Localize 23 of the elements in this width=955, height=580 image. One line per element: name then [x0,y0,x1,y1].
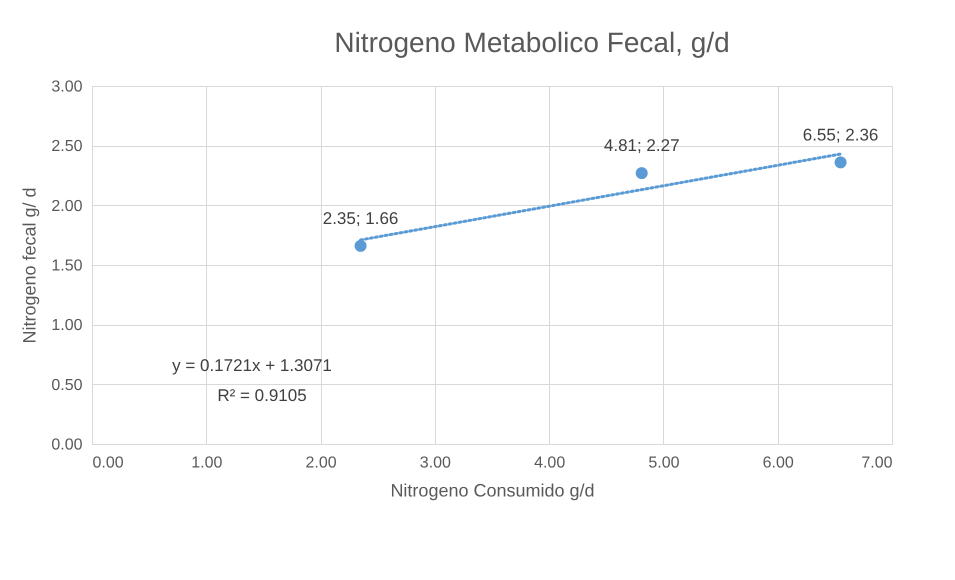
data-label: 4.81; 2.27 [604,136,680,156]
y-tick-label: 1.00 [51,317,83,334]
y-axis-title: Nitrogeno fecal g/ d [19,187,40,344]
x-tick-label: 1.00 [191,454,222,472]
annotation: R² = 0.9105 [217,386,307,405]
data-label: 6.55; 2.36 [802,125,878,144]
x-tick-label: 5.00 [648,454,680,472]
x-axis-title: Nitrogeno Consumido g/d [390,480,595,500]
y-tick-label: 3.00 [51,78,83,96]
y-tick-label: 0.50 [51,376,83,394]
chart-title: Nitrogeno Metabolico Fecal, g/d [334,27,730,58]
x-tick-label: 2.00 [306,454,337,472]
data-label: 2.35; 1.66 [322,208,398,228]
x-tick-label: 7.00 [861,454,893,472]
x-tick-label: 6.00 [762,454,794,472]
annotation: y = 0.1721x + 1.3071 [172,356,332,375]
y-tick-label: 0.00 [51,436,83,454]
x-tick-label: 0.00 [92,454,124,472]
y-tick-label: 2.50 [51,138,83,156]
y-tick-label: 2.00 [51,198,83,215]
y-tick-label: 1.50 [51,258,83,274]
x-tick-label: 3.00 [420,454,452,472]
x-tick-label: 4.00 [534,454,566,472]
